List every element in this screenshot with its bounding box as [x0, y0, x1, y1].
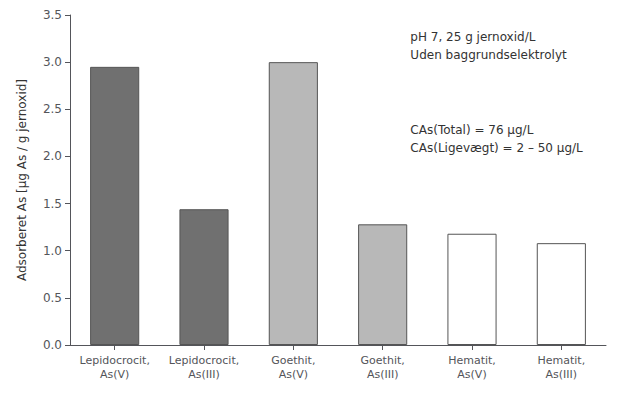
svg-text:Goethit,: Goethit, [271, 354, 315, 367]
svg-text:Hematit,: Hematit, [448, 354, 496, 367]
svg-text:Adsorberet As [µg As / g jerno: Adsorberet As [µg As / g jernoxid] [15, 79, 29, 281]
svg-text:As(V): As(V) [100, 368, 129, 381]
svg-text:As(V): As(V) [279, 368, 308, 381]
svg-text:1.0: 1.0 [43, 244, 62, 258]
svg-text:As(III): As(III) [546, 368, 578, 381]
svg-text:1.5: 1.5 [43, 197, 62, 211]
svg-text:pH 7, 25 g jernoxid/L: pH 7, 25 g jernoxid/L [410, 30, 535, 44]
svg-text:3.5: 3.5 [43, 8, 62, 22]
svg-text:0.0: 0.0 [43, 338, 62, 352]
svg-text:Lepidocrocit,: Lepidocrocit, [79, 354, 149, 367]
svg-text:CAs(Ligevægt) = 2 – 50 µg/L: CAs(Ligevægt) = 2 – 50 µg/L [410, 141, 583, 155]
svg-text:As(V): As(V) [457, 368, 486, 381]
svg-text:Uden baggrundselektrolyt: Uden baggrundselektrolyt [410, 48, 567, 62]
svg-text:Lepidocrocit,: Lepidocrocit, [169, 354, 239, 367]
svg-text:0.5: 0.5 [43, 291, 62, 305]
svg-text:As(III): As(III) [188, 368, 220, 381]
svg-text:CAs(Total) = 76 µg/L: CAs(Total) = 76 µg/L [410, 123, 533, 137]
svg-text:Hematit,: Hematit, [537, 354, 585, 367]
svg-text:3.0: 3.0 [43, 55, 62, 69]
svg-text:As(III): As(III) [367, 368, 399, 381]
svg-text:2.5: 2.5 [43, 102, 62, 116]
svg-text:2.0: 2.0 [43, 149, 62, 163]
svg-text:Goethit,: Goethit, [361, 354, 405, 367]
